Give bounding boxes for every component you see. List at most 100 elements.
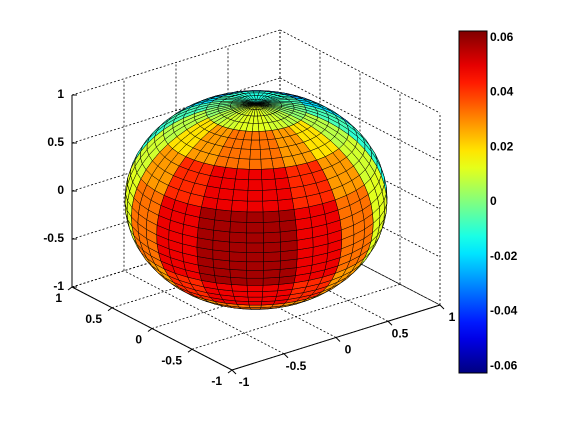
y-tick [187,348,193,353]
surface-face [219,177,236,190]
surface-face [263,260,281,271]
surface-face [280,240,298,252]
surface-face [262,269,281,279]
colorbar-tick-label: -0.02 [490,249,518,263]
x-tick [387,320,393,326]
x-tick [283,353,289,359]
surface-face [229,241,247,253]
surface-face [231,200,248,213]
colorbar-tick-label: 0.06 [490,30,514,44]
surface-face [247,179,263,191]
surface-face [262,210,280,223]
surface-face [238,148,251,160]
z-tick-label: -0.5 [43,231,64,245]
surface-face [246,232,264,244]
surface-face [232,189,249,202]
surface-face [246,222,264,234]
surface-face [278,209,296,222]
surface-face [212,229,231,243]
surface-face [247,190,263,202]
y-tick [147,328,153,332]
z-tick-label: 1 [57,87,64,101]
surface-face [247,291,263,298]
x-tick-label: 0 [345,343,352,357]
surface-face [230,210,248,223]
x-tick [439,304,445,310]
colorbar [458,30,488,374]
surface-face [261,178,277,191]
x-tick [231,369,237,375]
surface-face [248,304,262,308]
surface-face [262,284,279,292]
surface-face [229,260,247,271]
surface-face [279,219,297,233]
surface-face [274,177,291,190]
x-tick-label: 0.5 [392,326,409,340]
surface-face [262,189,278,202]
surface-face [251,131,260,141]
surface-face [289,185,307,200]
surface-face [246,285,264,292]
y-tick-label: -0.5 [161,353,182,367]
surface-face [215,198,233,212]
y-tick [107,307,113,312]
surface-face [246,270,264,279]
surface-face [246,200,264,213]
surface-face [247,296,263,302]
surface-face [230,277,248,286]
grid-line [191,283,401,350]
x-tick-label: -0.5 [286,359,307,373]
y-tick [227,369,233,374]
y-tick [67,286,73,291]
y-tick-label: 0.5 [85,312,102,326]
surface-face [246,261,264,271]
surface-face [252,123,260,132]
x-tick-label: 1 [449,310,456,324]
surface-face [246,242,264,253]
colorbar-tick-label: -0.04 [490,304,518,318]
surface-face [229,221,248,234]
surface-face [248,169,263,181]
surface-face [213,219,231,233]
surface-face [203,185,221,200]
colorbar-tick-label: 0.02 [490,139,514,153]
x-tick [335,337,341,342]
surface-face [217,187,235,201]
grid-line [71,29,281,96]
surface-face [276,187,293,201]
surface-face [260,158,274,170]
grid-line [71,77,281,144]
surface-face [229,251,247,263]
surface-face [246,277,264,286]
y-tick-label: 1 [55,291,62,305]
z-tick-label: 0 [57,183,64,197]
y-tick-label: 0 [135,333,142,347]
y-tick-label: -1 [211,374,222,388]
surface-face [263,231,281,244]
surface-face [250,139,261,150]
colorbar-tick-label: 0 [490,194,497,208]
surface-face [273,167,289,180]
surface-face [246,252,264,263]
surface-face [246,211,264,223]
surface-face [232,290,249,298]
colorbar-tick-label: 0.04 [490,85,514,99]
surface-face [248,301,263,306]
surface-face [249,149,262,160]
surface-face [262,200,279,213]
surface-face [263,251,281,263]
x-tick-label: -1 [239,375,250,389]
z-tick-label: -1 [53,279,64,293]
surface-face [233,178,249,191]
surface-face [259,139,270,150]
surface-face [262,277,280,286]
surface-face [229,269,248,279]
surface-face [261,168,276,181]
surface-face [248,158,262,170]
z-tick-label: 0.5 [47,135,64,149]
surface-face [262,290,279,298]
surface-face [263,241,281,253]
surface-face [259,148,272,160]
colorbar-tick-label: -0.06 [490,358,518,372]
